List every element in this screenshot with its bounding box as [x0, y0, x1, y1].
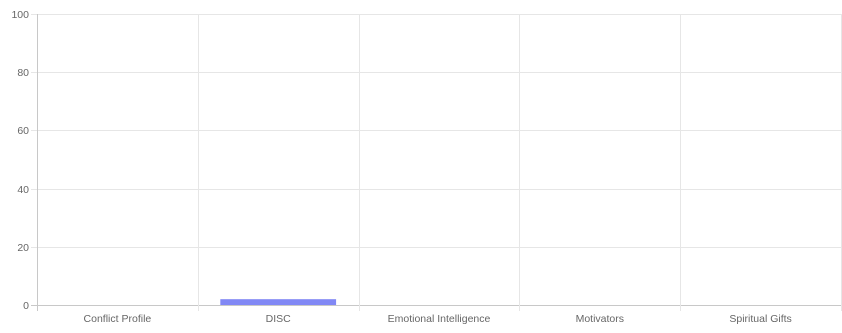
bar-series — [220, 299, 337, 305]
bar[interactable] — [220, 299, 337, 305]
y-tick-label: 80 — [17, 67, 29, 79]
x-tick-label: DISC — [266, 313, 292, 325]
x-tick-label: Conflict Profile — [84, 313, 152, 325]
y-axis-ticks: 0 20 40 60 80 100 — [11, 9, 29, 312]
x-tick-label: Motivators — [576, 313, 624, 325]
y-tick-label: 100 — [11, 9, 29, 21]
grid-lines — [31, 14, 842, 311]
y-tick-label: 60 — [17, 125, 29, 137]
x-axis-ticks: Conflict Profile DISC Emotional Intelligen… — [84, 313, 792, 325]
y-tick-label: 0 — [23, 300, 29, 312]
x-tick-label: Spiritual Gifts — [729, 313, 791, 325]
x-tick-label: Emotional Intelligence — [388, 313, 491, 325]
y-tick-label: 20 — [17, 242, 29, 254]
y-tick-label: 40 — [17, 184, 29, 196]
